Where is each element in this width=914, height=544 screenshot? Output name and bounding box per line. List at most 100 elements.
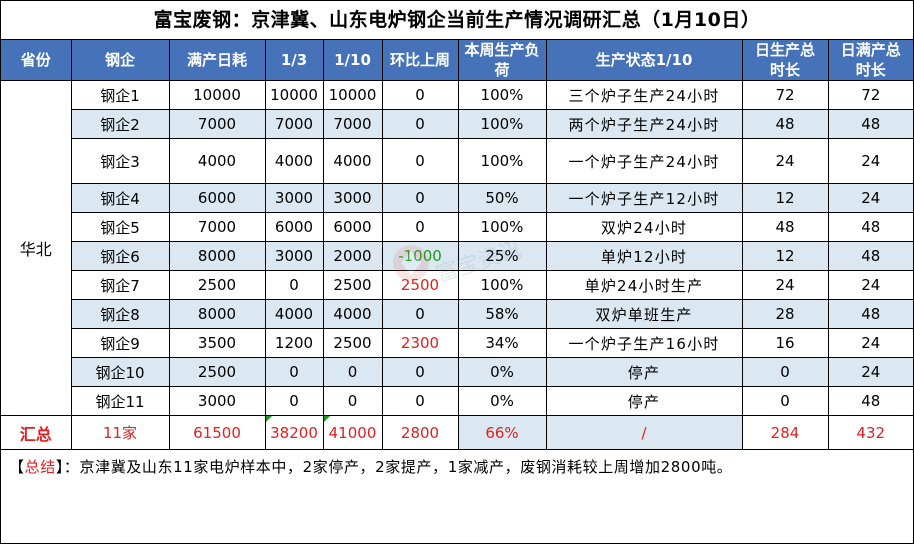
weekly-load-cell: 34% [457, 328, 547, 358]
prod-hours-cell: 12 [741, 241, 829, 271]
full-daily-cell: 7000 [168, 109, 266, 139]
status-cell: 停产 [545, 357, 743, 387]
full-hours-cell: 48 [827, 212, 913, 242]
week-change-cell: 2300 [381, 328, 459, 358]
prod-hours-cell: 24 [741, 270, 829, 300]
company-name-cell: 钢企2 [71, 109, 170, 139]
weekly-load-cell: 100% [457, 109, 547, 139]
company-name-cell: 钢企8 [71, 299, 170, 329]
total-count-cell: 11家 [70, 415, 170, 450]
jan3-cell: 4000 [264, 138, 324, 184]
jan10-cell: 2000 [322, 241, 383, 271]
full-hours-cell: 48 [827, 299, 913, 329]
header-prod-hours: 日生产总时长 [741, 40, 829, 81]
status-cell: 双炉24小时 [545, 212, 743, 242]
company-name-cell: 钢企11 [71, 386, 170, 416]
jan3-cell: 0 [264, 357, 324, 387]
total-jan3-cell: 38200 [264, 415, 324, 450]
week-change-cell: 0 [381, 212, 459, 242]
table-row: 钢企5 7000 6000 6000 0 100% 双炉24小时 48 48 [1, 212, 913, 242]
weekly-load-cell: 100% [457, 212, 547, 242]
full-daily-cell: 10000 [168, 80, 266, 110]
prod-hours-cell: 12 [741, 183, 829, 213]
status-cell: 停产 [545, 386, 743, 416]
company-name-cell: 钢企6 [71, 241, 170, 271]
full-daily-cell: 3500 [168, 328, 266, 358]
region-cell: 华北 [1, 80, 72, 416]
header-weekly-load: 本周生产负荷 [457, 40, 547, 81]
total-week-change-cell: 2800 [381, 415, 459, 450]
total-full-daily-cell: 61500 [168, 415, 266, 450]
weekly-load-cell: 50% [457, 183, 547, 213]
table-row: 钢企9 3500 1200 2500 2300 34% 一个炉子生产16小时 16 24 [1, 328, 913, 358]
header-province: 省份 [1, 40, 72, 81]
jan10-cell: 0 [322, 386, 383, 416]
jan3-cell: 3000 [264, 183, 324, 213]
week-change-cell: 2500 [381, 270, 459, 300]
full-daily-cell: 2500 [168, 270, 266, 300]
company-name-cell: 钢企5 [71, 212, 170, 242]
full-daily-cell: 8000 [168, 241, 266, 271]
jan3-cell: 4000 [264, 299, 324, 329]
company-name-cell: 钢企1 [70, 80, 170, 110]
full-daily-cell: 7000 [168, 212, 266, 242]
weekly-load-cell: 0% [457, 386, 547, 416]
company-name-cell: 钢企7 [71, 270, 170, 300]
prod-hours-cell: 0 [741, 386, 829, 416]
week-change-cell: 0 [381, 138, 459, 184]
jan3-cell: 0 [264, 270, 324, 300]
status-cell: 三个炉子生产24小时 [545, 80, 743, 110]
header-week-change: 环比上周 [381, 40, 459, 81]
table-row: 钢企6 8000 3000 2000 -1000 25% 单炉12小时 12 48 [1, 241, 913, 271]
prod-hours-cell: 28 [741, 299, 829, 329]
table-row: 钢企3 4000 4000 4000 0 100% 一个炉子生产24小时 24 24 [1, 138, 913, 184]
week-change-cell: 0 [381, 386, 459, 416]
weekly-load-cell: 100% [457, 80, 547, 110]
full-hours-cell: 48 [827, 386, 913, 416]
summary-text: 】：京津冀及山东11家电炉样本中，2家停产，2家提产，1家减产，废钢消耗较上周增… [55, 458, 733, 476]
total-weekly-load-cell: 66% [457, 415, 547, 450]
full-hours-cell: 24 [827, 328, 913, 358]
week-change-cell: -1000 [381, 241, 459, 271]
company-name-cell: 钢企3 [71, 138, 170, 184]
jan10-cell: 4000 [322, 138, 383, 184]
summary-open-bracket: 【 [9, 458, 25, 476]
weekly-load-cell: 100% [457, 270, 547, 300]
summary-note: 【总结】：京津冀及山东11家电炉样本中，2家停产，2家提产，1家减产，废钢消耗较… [1, 450, 913, 480]
prod-hours-cell: 16 [741, 328, 829, 358]
jan3-cell: 0 [264, 386, 324, 416]
total-prod-hours-cell: 284 [741, 415, 829, 450]
full-hours-cell: 72 [827, 80, 913, 110]
jan10-cell: 4000 [322, 299, 383, 329]
table-row: 钢企8 8000 4000 4000 0 58% 双炉单班生产 28 48 [1, 299, 913, 329]
total-jan10-cell: 41000 [322, 415, 383, 450]
header-status: 生产状态1/10 [545, 40, 743, 81]
full-hours-cell: 24 [827, 357, 913, 387]
week-change-cell: 0 [381, 109, 459, 139]
total-label-cell: 汇总 [1, 415, 72, 450]
cell-note-marker [324, 416, 330, 422]
status-cell: 一个炉子生产12小时 [545, 183, 743, 213]
table-row: 钢企2 7000 7000 7000 0 100% 两个炉子生产24小时 48 48 [1, 109, 913, 139]
full-hours-cell: 48 [827, 109, 913, 139]
status-cell: 单炉24小时生产 [545, 270, 743, 300]
full-hours-cell: 24 [827, 183, 913, 213]
jan3-cell: 10000 [264, 80, 324, 110]
full-daily-cell: 6000 [168, 183, 266, 213]
header-jan10: 1/10 [322, 40, 383, 81]
full-daily-cell: 2500 [168, 357, 266, 387]
jan3-cell: 1200 [264, 328, 324, 358]
report-title: 富宝废钢：京津冀、山东电炉钢企当前生产情况调研汇总（1月10日） [1, 1, 913, 40]
status-cell: 单炉12小时 [545, 241, 743, 271]
jan3-cell: 6000 [264, 212, 324, 242]
total-jan10-cell-value: 41000 [328, 423, 377, 442]
total-status-cell: / [545, 415, 743, 450]
jan10-cell: 6000 [322, 212, 383, 242]
table-row: 钢企4 6000 3000 3000 0 50% 一个炉子生产12小时 12 24 [1, 183, 913, 213]
full-hours-cell: 48 [827, 241, 913, 271]
company-name-cell: 钢企4 [71, 183, 170, 213]
full-daily-cell: 8000 [168, 299, 266, 329]
prod-hours-cell: 72 [741, 80, 829, 110]
header-jan3: 1/3 [264, 40, 324, 81]
